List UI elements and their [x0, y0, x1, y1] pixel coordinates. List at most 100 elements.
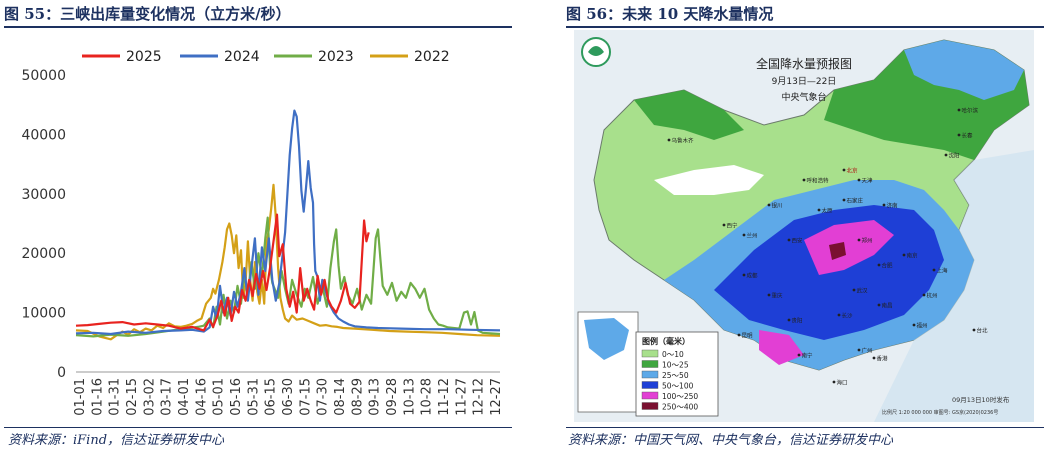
city-label: 太原	[822, 207, 834, 215]
x-tick-label: 06-30	[281, 378, 296, 416]
city-marker	[957, 133, 961, 137]
x-tick-label: 08-14	[333, 378, 348, 416]
city-label: 成都	[747, 272, 759, 280]
city-marker	[842, 168, 846, 172]
city-marker	[902, 253, 906, 257]
city-label: 海口	[837, 379, 848, 387]
city-label: 长春	[962, 132, 974, 140]
x-tick-label: 11-12	[437, 378, 452, 416]
city-marker	[882, 203, 886, 207]
x-tick-label: 01-16	[90, 378, 105, 416]
x-tick-label: 03-02	[142, 378, 157, 416]
map-legend-swatch	[641, 381, 659, 389]
city-label: 西安	[792, 237, 804, 245]
chart-legend: 2025 2024 2023 2022	[82, 49, 450, 65]
city-label: 石家庄	[847, 197, 864, 205]
city-label: 郑州	[862, 237, 873, 245]
city-marker	[857, 348, 861, 352]
city-marker	[837, 313, 841, 317]
x-tick-label: 07-15	[298, 378, 313, 416]
city-label: 呼和浩特	[807, 177, 830, 185]
city-marker	[972, 328, 976, 332]
city-label: 天津	[862, 178, 874, 185]
city-label: 重庆	[772, 292, 784, 300]
city-marker	[857, 238, 861, 242]
city-label: 台北	[977, 327, 989, 335]
legend-label-2022: 2022	[414, 49, 450, 65]
series-line-2023	[75, 216, 501, 338]
city-marker	[842, 198, 846, 202]
map-legend-swatch	[641, 370, 659, 379]
x-tick-label: 01-01	[73, 378, 88, 416]
city-label: 济南	[887, 202, 899, 210]
y-tick-label: 20000	[21, 246, 66, 262]
x-tick-label: 05-31	[246, 378, 261, 416]
map-title: 全国降水量预报图	[756, 56, 852, 71]
y-tick-label: 10000	[21, 306, 66, 322]
x-tick-label: 10-28	[420, 378, 435, 416]
right-source-rule	[566, 427, 1044, 428]
city-label: 南宁	[802, 352, 814, 360]
right-figure: 图 56：未来 10 天降水量情况 全国降水量预报图 9月13日—22日 中央气…	[562, 0, 1051, 452]
city-marker	[742, 273, 746, 277]
y-tick-label: 40000	[21, 127, 66, 143]
city-label: 南京	[907, 252, 919, 260]
map-legend-label: 10～25	[662, 361, 689, 370]
city-marker	[944, 153, 948, 157]
city-label: 上海	[937, 267, 949, 275]
rain-zone-100-250	[804, 220, 894, 275]
dry-zone	[654, 165, 764, 195]
map-legend-swatch	[641, 360, 659, 368]
city-marker	[817, 208, 821, 212]
city-marker	[787, 318, 791, 322]
city-marker	[852, 288, 856, 292]
x-tick-label: 12-12	[472, 378, 487, 416]
x-tick-label: 07-30	[316, 378, 331, 416]
city-label: 乌鲁木齐	[672, 137, 695, 145]
chart-axes: 0 10000 20000 30000 40000 50000 01-01 01-16 01-3…	[21, 68, 504, 416]
right-title-rule	[566, 26, 1044, 28]
x-tick-label: 09-28	[385, 378, 400, 416]
x-tick-label: 05-16	[229, 378, 244, 416]
map-legend-label: 50～100	[662, 382, 694, 391]
rain-zone-25-50-northeast	[904, 40, 1024, 100]
map-date-range: 9月13日—22日	[772, 76, 837, 87]
city-marker	[877, 303, 881, 307]
series-line-2022	[75, 183, 501, 341]
city-marker	[857, 178, 861, 182]
city-marker	[802, 178, 806, 182]
city-label: 武汉	[857, 287, 869, 295]
series-line-2024	[75, 109, 501, 336]
city-label: 昆明	[742, 333, 754, 340]
sea-area	[874, 150, 1034, 422]
city-label: 沈阳	[949, 152, 960, 160]
x-tick-label: 04-01	[177, 378, 192, 416]
city-label: 广州	[862, 347, 873, 355]
x-tick-label: 02-15	[125, 378, 140, 416]
map-scale-note: 比例尺 1:20 000 000 审图号: GS京(2020)0236号	[882, 409, 998, 416]
chart-series-group	[75, 109, 501, 341]
x-tick-label: 03-17	[160, 378, 175, 416]
city-marker	[797, 353, 801, 357]
city-label: 银川	[772, 202, 783, 210]
map-legend-label: 0～10	[662, 350, 684, 359]
rain-zone-100-250-south	[759, 330, 804, 365]
city-label: 兰州	[747, 232, 758, 240]
x-tick-label: 08-29	[350, 378, 365, 416]
city-marker	[767, 203, 771, 207]
x-tick-label: 06-15	[264, 378, 279, 416]
city-label: 西宁	[727, 222, 739, 230]
map-legend-label: 100～250	[662, 392, 698, 401]
series-line-2025	[75, 213, 370, 332]
map-legend-label: 25～50	[662, 371, 689, 380]
figure-55-title: 图 55：三峡出库量变化情况（立方米/秒）	[4, 5, 291, 23]
y-tick-label: 50000	[21, 68, 66, 84]
left-title-rule	[4, 26, 512, 28]
rain-zone-10-25-west	[634, 90, 744, 140]
left-source-rule	[4, 427, 512, 428]
city-label: 杭州	[927, 292, 938, 300]
map-legend-swatch	[641, 402, 659, 410]
city-label: 福州	[917, 322, 928, 330]
city-label: 长沙	[842, 312, 854, 320]
